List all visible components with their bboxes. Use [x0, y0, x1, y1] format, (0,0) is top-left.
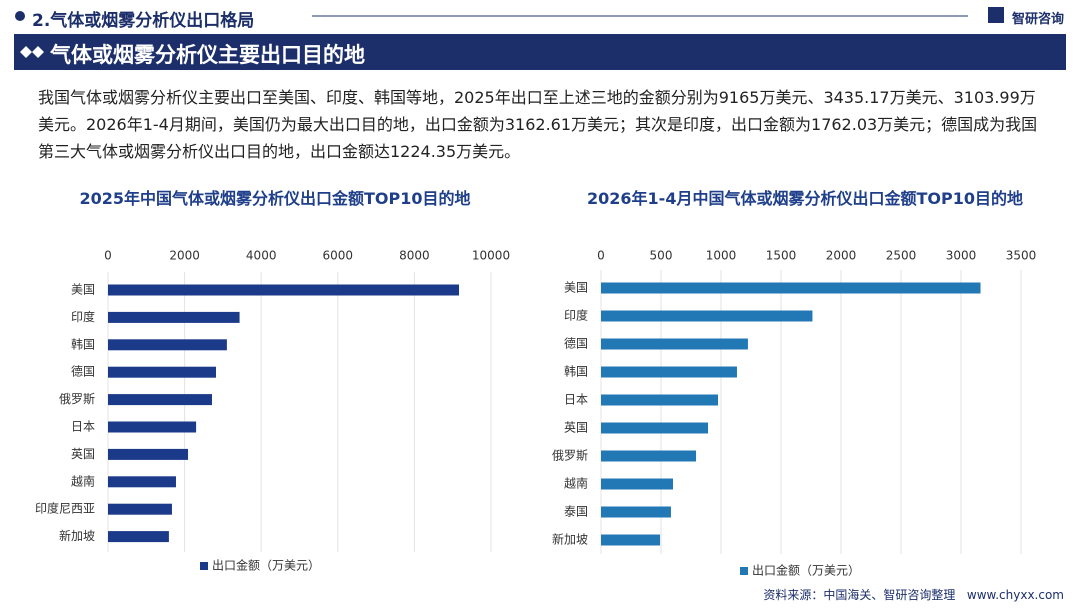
- source-text: 资料来源：中国海关、智研咨询整理: [763, 588, 956, 602]
- source-url: www.chyxx.com: [966, 588, 1064, 602]
- x-tick-label: 2000: [826, 249, 857, 263]
- bar: [108, 531, 169, 543]
- y-tick-label: 德国: [564, 336, 588, 351]
- chart-title: 2025年中国气体或烟雾分析仪出口金额TOP10目的地: [79, 189, 471, 208]
- bar: [108, 366, 217, 378]
- bar: [108, 339, 227, 351]
- chart-title: 2026年1-4月中国气体或烟雾分析仪出口金额TOP10目的地: [587, 189, 1023, 208]
- bar: [108, 476, 176, 488]
- logo-icon: [988, 7, 1004, 23]
- y-tick-label: 泰国: [564, 505, 588, 519]
- bar: [601, 338, 748, 350]
- y-tick-label: 德国: [71, 364, 95, 379]
- y-tick-label: 俄罗斯: [552, 449, 588, 463]
- legend-label: 出口金额（万美元）: [212, 558, 320, 573]
- x-tick-label: 0: [104, 249, 112, 263]
- y-tick-label: 美国: [71, 283, 95, 297]
- banner-title: 气体或烟雾分析仪主要出口目的地: [50, 43, 365, 67]
- source: 资料来源：中国海关、智研咨询整理 www.chyxx.com: [763, 586, 1064, 603]
- x-tick-label: 0: [597, 249, 605, 263]
- y-tick-label: 新加坡: [552, 532, 588, 547]
- bar: [601, 478, 673, 490]
- y-tick-label: 英国: [71, 447, 95, 461]
- header-title: 2.气体或烟雾分析仪出口格局: [32, 11, 255, 31]
- y-tick-label: 日本: [71, 420, 95, 434]
- banner-icons: [20, 46, 44, 58]
- paragraph: 我国气体或烟雾分析仪主要出口至美国、印度、韩国等地，2025年出口至上述三地的金…: [38, 88, 1038, 161]
- legend-swatch: [200, 562, 208, 570]
- bar: [601, 366, 737, 378]
- bar: [108, 311, 240, 323]
- y-tick-label: 英国: [564, 421, 588, 435]
- bar: [601, 534, 661, 546]
- y-tick-label: 美国: [564, 281, 588, 295]
- y-tick-label: 韩国: [564, 364, 588, 379]
- bar: [108, 284, 460, 296]
- x-tick-label: 500: [650, 249, 673, 263]
- x-tick-label: 2000: [169, 249, 200, 263]
- x-tick-label: 3500: [1006, 249, 1037, 263]
- y-tick-label: 越南: [71, 473, 95, 488]
- x-tick-label: 10000: [472, 249, 510, 263]
- bar: [601, 282, 981, 294]
- bar: [601, 450, 697, 462]
- y-tick-label: 新加坡: [59, 528, 95, 543]
- bar: [108, 448, 189, 460]
- y-tick-label: 越南: [564, 476, 588, 491]
- bar: [108, 421, 197, 433]
- bar: [108, 503, 172, 515]
- legend-label: 出口金额（万美元）: [752, 563, 860, 578]
- x-tick-label: 3000: [946, 249, 977, 263]
- logo-text: 智研咨询: [1011, 12, 1064, 27]
- legend-swatch: [740, 567, 748, 575]
- x-tick-label: 8000: [399, 249, 430, 263]
- x-tick-label: 1500: [766, 249, 797, 263]
- bar: [601, 310, 813, 322]
- x-tick-label: 4000: [246, 249, 277, 263]
- y-tick-label: 俄罗斯: [59, 392, 95, 406]
- bar: [108, 394, 212, 406]
- bar: [601, 506, 671, 518]
- bar: [601, 394, 718, 406]
- bar: [601, 422, 709, 434]
- banner: [14, 34, 1066, 70]
- y-tick-label: 印度尼西亚: [35, 501, 95, 516]
- x-tick-label: 1000: [706, 249, 737, 263]
- y-tick-label: 韩国: [71, 336, 95, 351]
- y-tick-label: 印度: [564, 308, 588, 323]
- y-tick-label: 日本: [564, 393, 588, 407]
- bullet: [15, 11, 25, 21]
- y-tick-label: 印度: [71, 309, 95, 324]
- x-tick-label: 6000: [323, 249, 354, 263]
- x-tick-label: 2500: [886, 249, 917, 263]
